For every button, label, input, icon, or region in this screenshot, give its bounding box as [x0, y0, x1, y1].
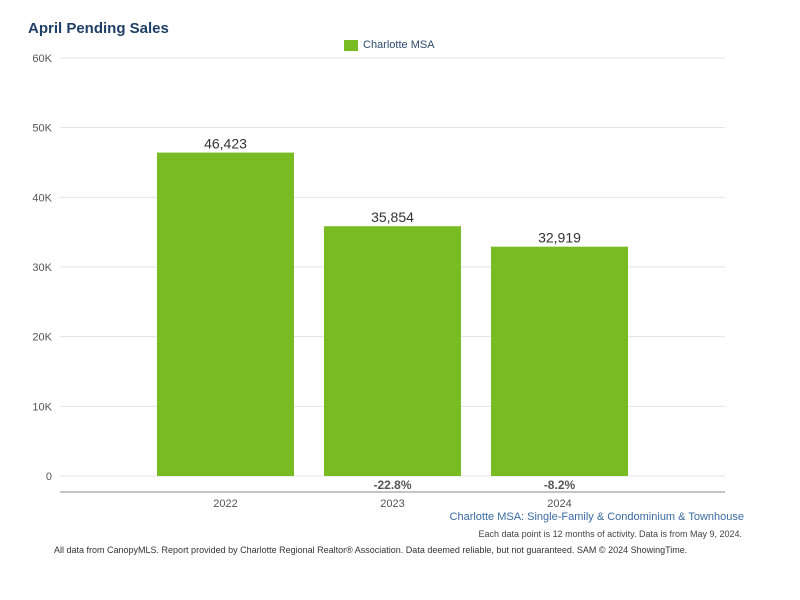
x-tick-label: 2022 — [213, 498, 237, 510]
x-tick-label: 2023 — [380, 498, 404, 510]
chart-title: April Pending Sales — [28, 20, 169, 37]
legend[interactable]: Charlotte MSA — [344, 39, 435, 51]
bar-2022 — [157, 152, 294, 476]
change-label: -8.2% — [544, 478, 576, 492]
y-tick-label: 50K — [32, 123, 52, 135]
data-note: Each data point is 12 months of activity… — [478, 529, 742, 539]
y-tick-label: 20K — [32, 332, 52, 344]
y-tick-label: 10K — [32, 401, 52, 413]
y-tick-label: 30K — [32, 262, 52, 274]
data-label: 35,854 — [371, 209, 414, 225]
y-tick-label: 0 — [46, 471, 52, 483]
bar-2023 — [324, 226, 461, 476]
data-label: 32,919 — [538, 230, 581, 246]
legend-label: Charlotte MSA — [363, 39, 435, 51]
chart-subtitle: Charlotte MSA: Single-Family & Condomini… — [449, 511, 744, 523]
y-tick-label: 60K — [32, 53, 52, 65]
data-label: 46,423 — [204, 136, 247, 152]
y-tick-label: 40K — [32, 192, 52, 204]
footer-disclaimer: All data from CanopyMLS. Report provided… — [54, 545, 688, 555]
x-tick-label: 2024 — [547, 498, 571, 510]
bar-2024 — [491, 246, 628, 476]
change-label: -22.8% — [373, 478, 411, 492]
legend-swatch — [344, 39, 358, 51]
